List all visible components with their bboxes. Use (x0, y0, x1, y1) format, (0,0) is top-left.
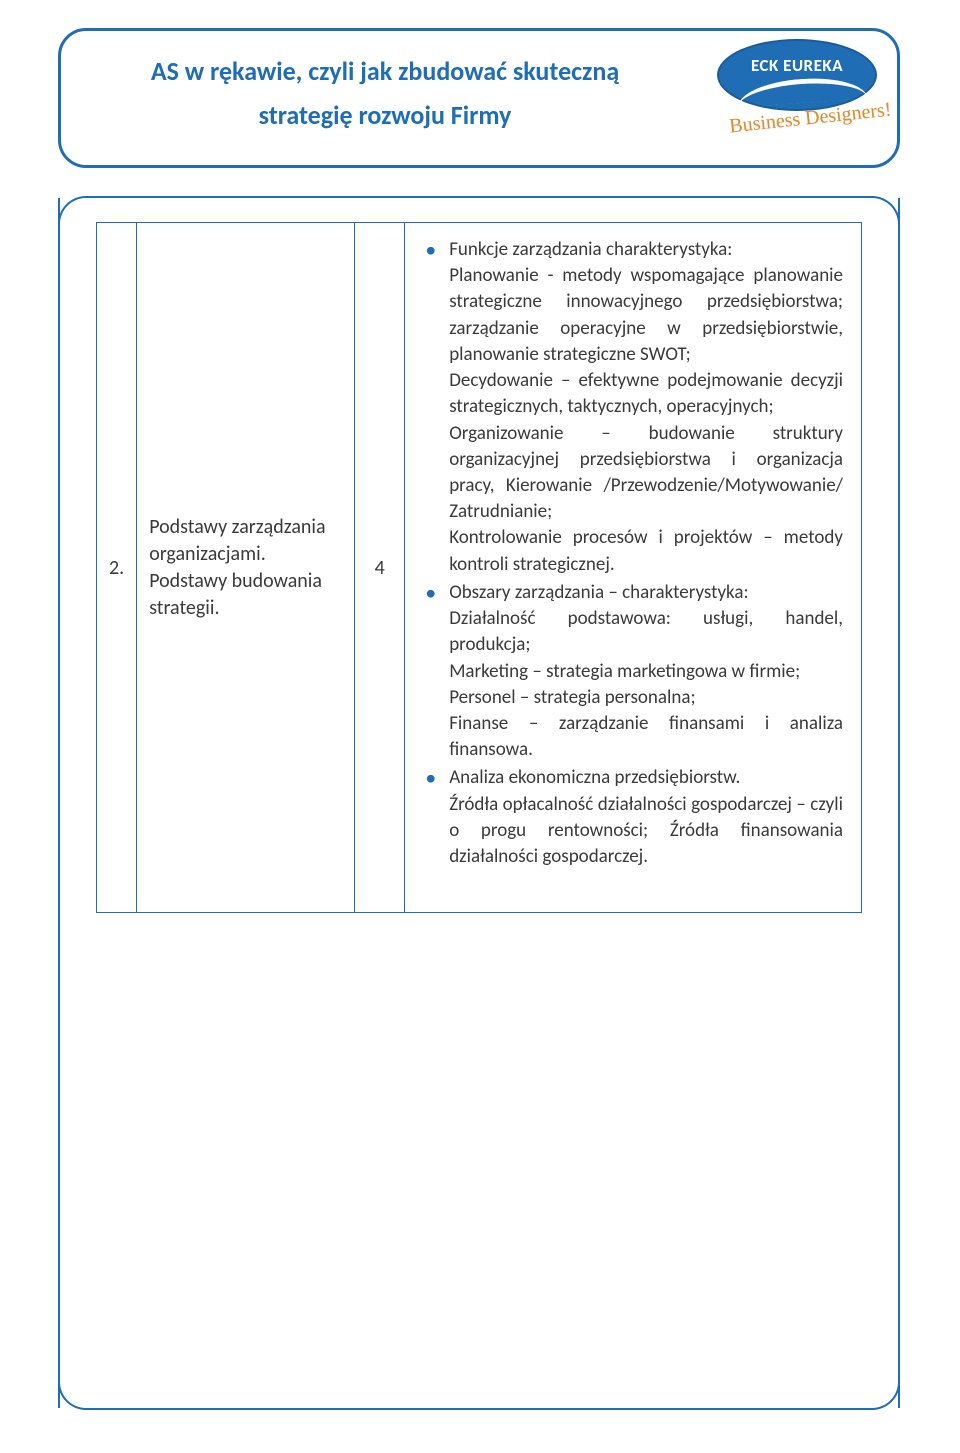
list-item: Obszary zarządzania – charakterystyka: D… (445, 580, 843, 764)
bullet-body: Działalność podstawowa: usługi, handel, … (449, 606, 843, 763)
row-number: 2. (97, 223, 137, 913)
page-title: AS w rękawie, czyli jak zbudować skutecz… (85, 49, 685, 137)
bullet-body: Źródła opłacalność działalności gospodar… (449, 792, 843, 871)
bullet-lead: Funkcje zarządzania charakterystyka: (449, 238, 732, 261)
bullet-list: Funkcje zarządzania charakterystyka: Pla… (423, 237, 843, 870)
title-line-2: strategię rozwoju Firmy (259, 99, 512, 131)
title-line-1: AS w rękawie, czyli jak zbudować skutecz… (151, 55, 619, 87)
list-item: Analiza ekonomiczna przedsiębiorstw. Źró… (445, 765, 843, 870)
bullet-lead: Obszary zarządzania – charakterystyka: (449, 581, 748, 604)
row-hours: 4 (355, 223, 405, 913)
bullet-body: Planowanie - metody wspomagające planowa… (449, 263, 843, 578)
list-item: Funkcje zarządzania charakterystyka: Pla… (445, 237, 843, 578)
bullet-lead: Analiza ekonomiczna przedsiębiorstw. (449, 766, 740, 789)
logo: ECK EUREKA Business Designers! (717, 39, 907, 149)
row-description: Funkcje zarządzania charakterystyka: Pla… (405, 223, 862, 913)
row-topic: Podstawy zarządzania organizacjami. Pods… (137, 223, 355, 913)
table-row: 2. Podstawy zarządzania organizacjami. P… (97, 223, 862, 913)
content-table: 2. Podstawy zarządzania organizacjami. P… (96, 222, 862, 913)
logo-ellipse: ECK EUREKA (717, 39, 877, 111)
logo-name: ECK EUREKA (719, 55, 875, 76)
header-box: AS w rękawie, czyli jak zbudować skutecz… (58, 28, 900, 168)
